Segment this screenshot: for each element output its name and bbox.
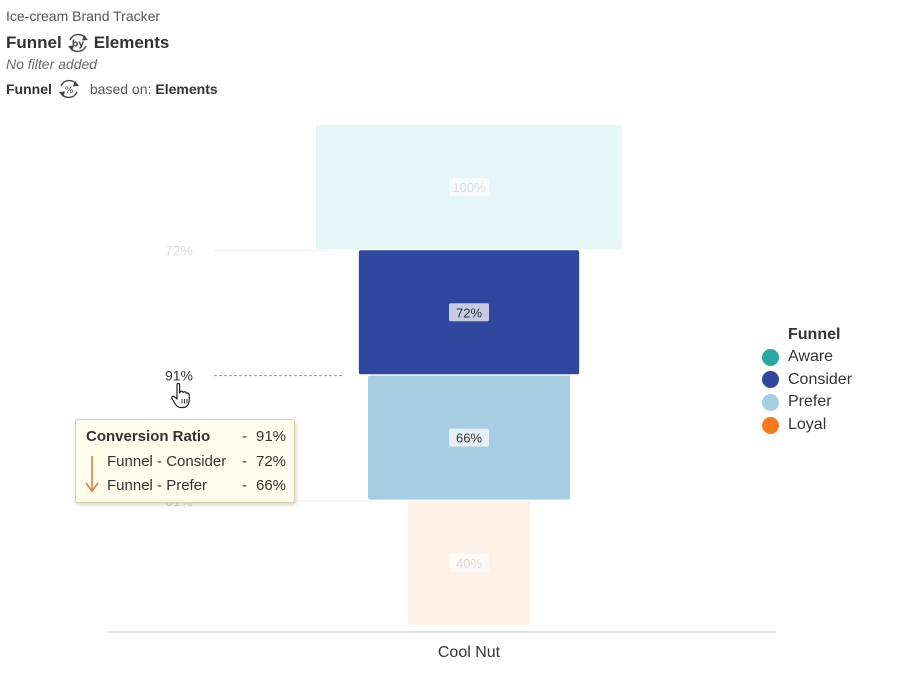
- legend-label: Loyal: [788, 416, 827, 434]
- basis-right: Elements: [155, 81, 218, 97]
- bar-label: 100%: [452, 180, 486, 195]
- hand-pointer-icon: [171, 382, 190, 409]
- switch-by-icon[interactable]: by: [65, 31, 91, 55]
- legend-item[interactable]: Aware: [762, 346, 852, 369]
- tooltip-row: Funnel - Consider - 72%: [107, 453, 286, 470]
- tooltip-row-dash: -: [242, 453, 247, 470]
- x-axis-tick-label: Cool Nut: [438, 644, 501, 661]
- switch-percent-icon[interactable]: %: [56, 77, 82, 101]
- basis-left: Funnel: [6, 81, 52, 97]
- legend-swatch: [762, 393, 779, 411]
- legend-title: Funnel: [788, 326, 841, 343]
- conversion-ratio-label: 72%: [165, 242, 193, 258]
- bar-label: 40%: [456, 556, 482, 571]
- tooltip-row-label: Funnel - Consider: [107, 453, 227, 470]
- conversion-tooltip: Conversion Ratio - 91% Funnel - Consider…: [75, 419, 295, 503]
- tooltip-title-value: 91%: [256, 428, 287, 445]
- down-arrow-icon: [85, 456, 99, 493]
- bar-label-bg: [449, 303, 489, 322]
- legend-swatch: [762, 416, 779, 434]
- switch-by-icon-text: by: [72, 40, 84, 50]
- tooltip-row: Funnel - Prefer - 66%: [107, 477, 286, 494]
- legend-label: Consider: [788, 370, 853, 388]
- legend-item[interactable]: Prefer: [762, 391, 852, 414]
- tooltip-row-value: 72%: [256, 453, 287, 470]
- legend-item[interactable]: Consider: [762, 369, 852, 392]
- chart-title: Funnel by Elements: [6, 31, 169, 55]
- tooltip-title: Conversion Ratio: [86, 428, 211, 445]
- tooltip-header: Conversion Ratio - 91%: [86, 428, 286, 445]
- bar-label-bg: [449, 178, 489, 196]
- switch-percent-icon-text: %: [65, 86, 74, 96]
- tooltip-row-label: Funnel - Prefer: [107, 477, 208, 494]
- legend-swatch: [762, 348, 779, 366]
- bar-label: 72%: [456, 305, 482, 320]
- conversion-ratio-label: 91%: [165, 368, 193, 384]
- chart-title-left: Funnel: [6, 33, 62, 52]
- bar-label: 66%: [456, 431, 482, 446]
- bar-label-bg: [449, 553, 489, 572]
- app-title: Ice-cream Brand Tracker: [6, 8, 161, 24]
- chart-title-right: Elements: [93, 33, 170, 52]
- basis-middle: based on:: [89, 81, 152, 97]
- tooltip-title-dash: -: [242, 428, 247, 445]
- legend-label: Prefer: [788, 393, 832, 411]
- bar-label-bg: [449, 428, 489, 447]
- tooltip-row-value: 66%: [256, 477, 287, 494]
- tooltip-row-dash: -: [242, 477, 247, 494]
- basis-line: Funnel % based on: Elements: [6, 77, 218, 101]
- legend: Funnel Aware Consider Prefer Loyal: [762, 326, 852, 436]
- legend-swatch: [762, 371, 779, 389]
- filter-note: No filter added: [6, 56, 98, 72]
- legend-item[interactable]: Loyal: [762, 414, 852, 437]
- legend-label: Aware: [788, 348, 834, 366]
